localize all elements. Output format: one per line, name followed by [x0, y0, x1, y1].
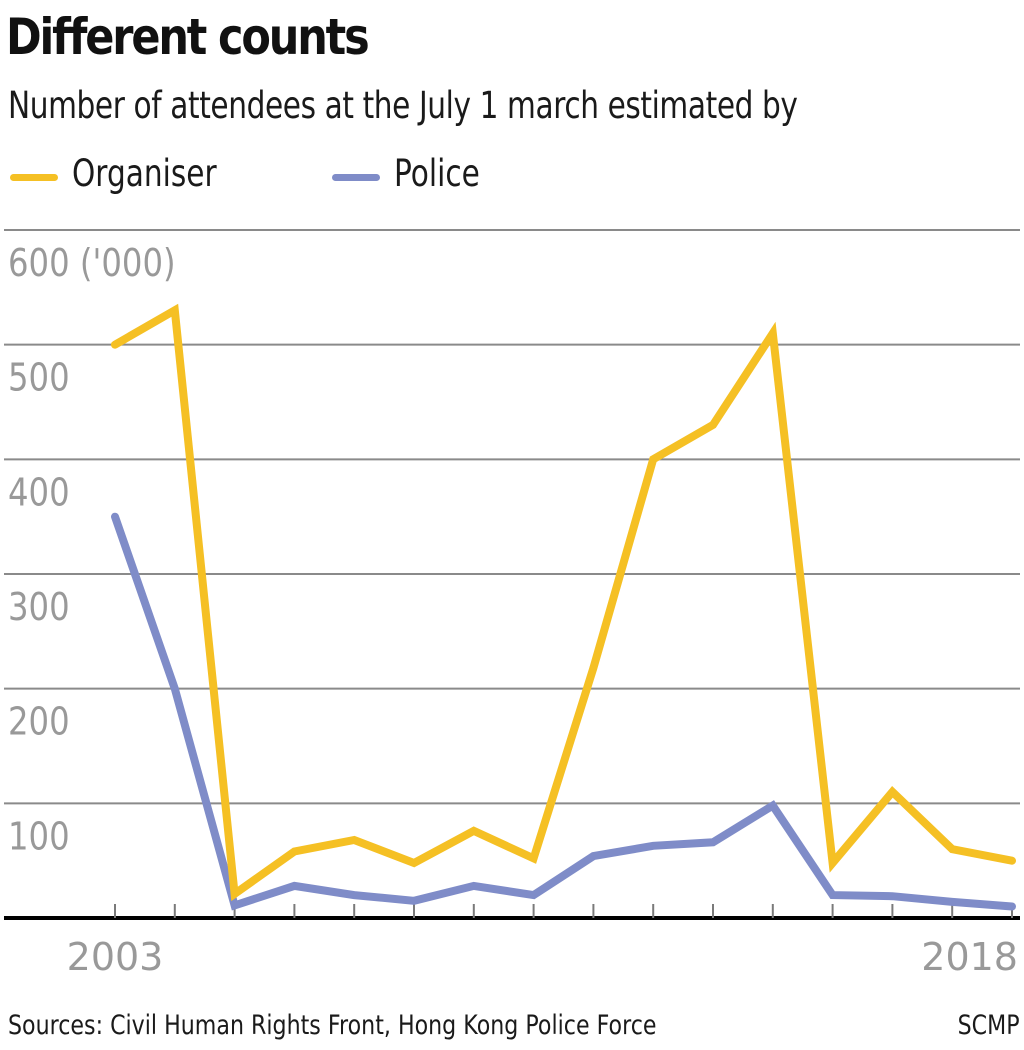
line-chart: 100 200 300 400 500 600 ('000) 2003 2018	[4, 229, 1020, 979]
y-tick-label-400: 400	[8, 471, 70, 515]
sources-note: Sources: Civil Human Rights Front, Hong …	[8, 1010, 657, 1041]
chart-subtitle: Number of attendees at the July 1 march …	[8, 84, 798, 127]
legend-swatch-organiser	[10, 174, 58, 181]
series-line-organiser	[111, 303, 1016, 902]
series-line-police	[111, 512, 1016, 911]
x-axis-labels: 2003 2018	[67, 935, 1018, 979]
x-tick-label-end: 2018	[921, 935, 1018, 979]
chart-title: Different counts	[6, 8, 370, 66]
series-lines	[111, 303, 1016, 911]
y-tick-label-300: 300	[8, 586, 70, 630]
x-tick-label-start: 2003	[67, 935, 164, 979]
x-axis-ticks	[114, 904, 1013, 918]
y-tick-label-500: 500	[8, 356, 70, 400]
y-tick-label-100: 100	[8, 815, 70, 859]
legend-swatch-police	[332, 174, 380, 181]
publisher-credit: SCMP	[958, 1010, 1020, 1041]
legend-label-organiser: Organiser	[72, 152, 217, 195]
gridlines	[4, 229, 1020, 920]
legend-label-police: Police	[394, 152, 480, 195]
y-tick-label-600: 600 ('000)	[8, 242, 176, 286]
y-tick-label-200: 200	[8, 700, 70, 744]
y-axis-labels: 100 200 300 400 500 600 ('000)	[8, 242, 176, 860]
